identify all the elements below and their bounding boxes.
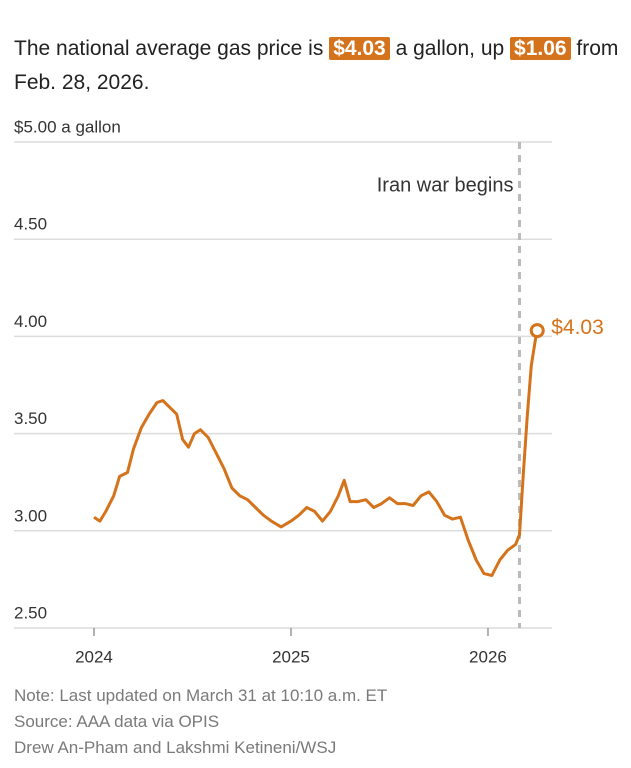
notes: Note: Last updated on March 31 at 10:10 … xyxy=(14,683,387,761)
y-tick-label: 4.00 xyxy=(14,312,47,331)
price-line xyxy=(93,330,539,577)
chart-title: The national average gas price is $4.03 … xyxy=(14,32,624,100)
title-text: from Feb. 28, 2026. xyxy=(14,37,619,94)
x-tick-label: 2024 xyxy=(75,647,113,666)
y-tick-label: 3.00 xyxy=(14,506,47,525)
y-tick-label: $5.00 a gallon xyxy=(14,117,121,136)
end-point xyxy=(529,323,545,339)
y-tick-label: 4.50 xyxy=(14,215,47,234)
value-label: $4.03 xyxy=(551,316,604,339)
x-tick-label: 2025 xyxy=(272,647,310,666)
title-text: The national average gas price is xyxy=(14,37,330,60)
note: Note: Last updated on March 31 at 10:10 … xyxy=(14,686,388,705)
title-highlight: $1.06 xyxy=(510,37,571,60)
y-tick-label: 3.50 xyxy=(14,409,47,428)
note: Drew An-Pham and Lakshmi Ketineni/WSJ xyxy=(14,738,337,757)
annotation: Iran war begins xyxy=(377,174,514,196)
x-tick-label: 2026 xyxy=(469,647,507,666)
y-tick-label: 2.50 xyxy=(14,603,47,622)
title-highlight: $4.03 xyxy=(329,37,390,60)
title-text: a gallon, up xyxy=(389,37,511,60)
note: Source: AAA data via OPIS xyxy=(14,712,220,731)
